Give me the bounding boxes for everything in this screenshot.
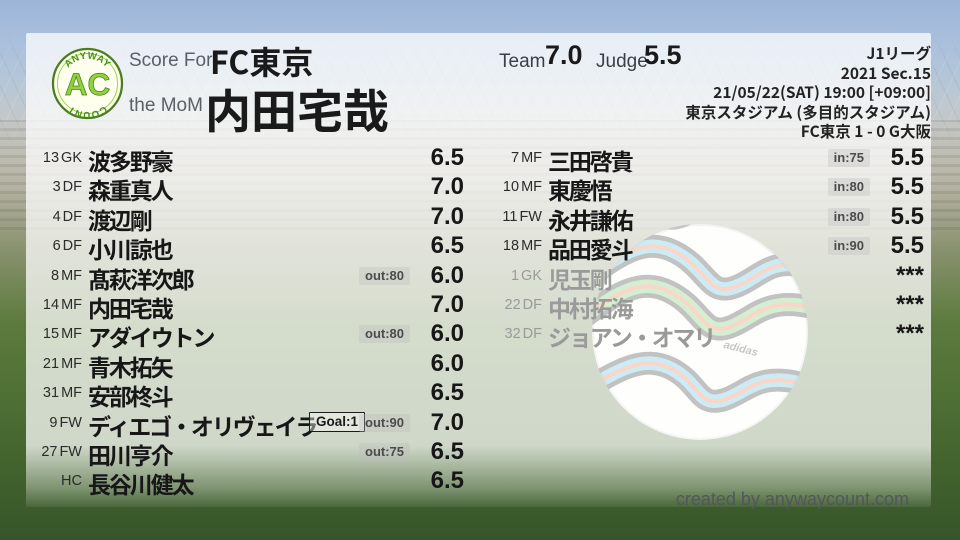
svg-text:AC: AC xyxy=(65,66,111,102)
